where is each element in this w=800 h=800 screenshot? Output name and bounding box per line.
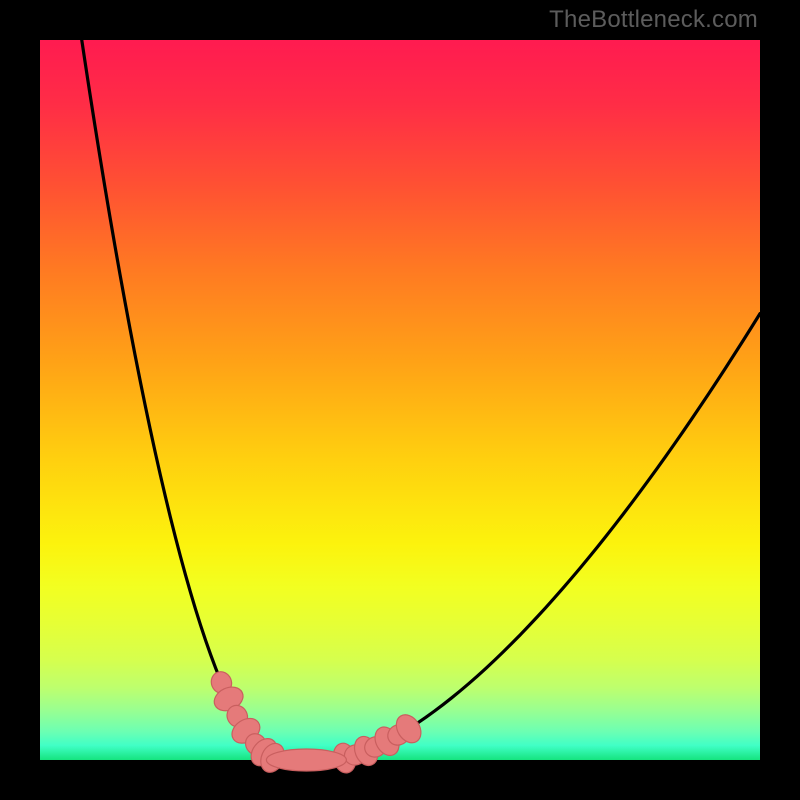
plot-area [40, 40, 760, 760]
watermark-text: TheBottleneck.com [549, 6, 758, 34]
bottleneck-curve [40, 40, 760, 760]
chart-frame: TheBottleneck.com [0, 0, 800, 800]
curve-marker [266, 749, 346, 771]
